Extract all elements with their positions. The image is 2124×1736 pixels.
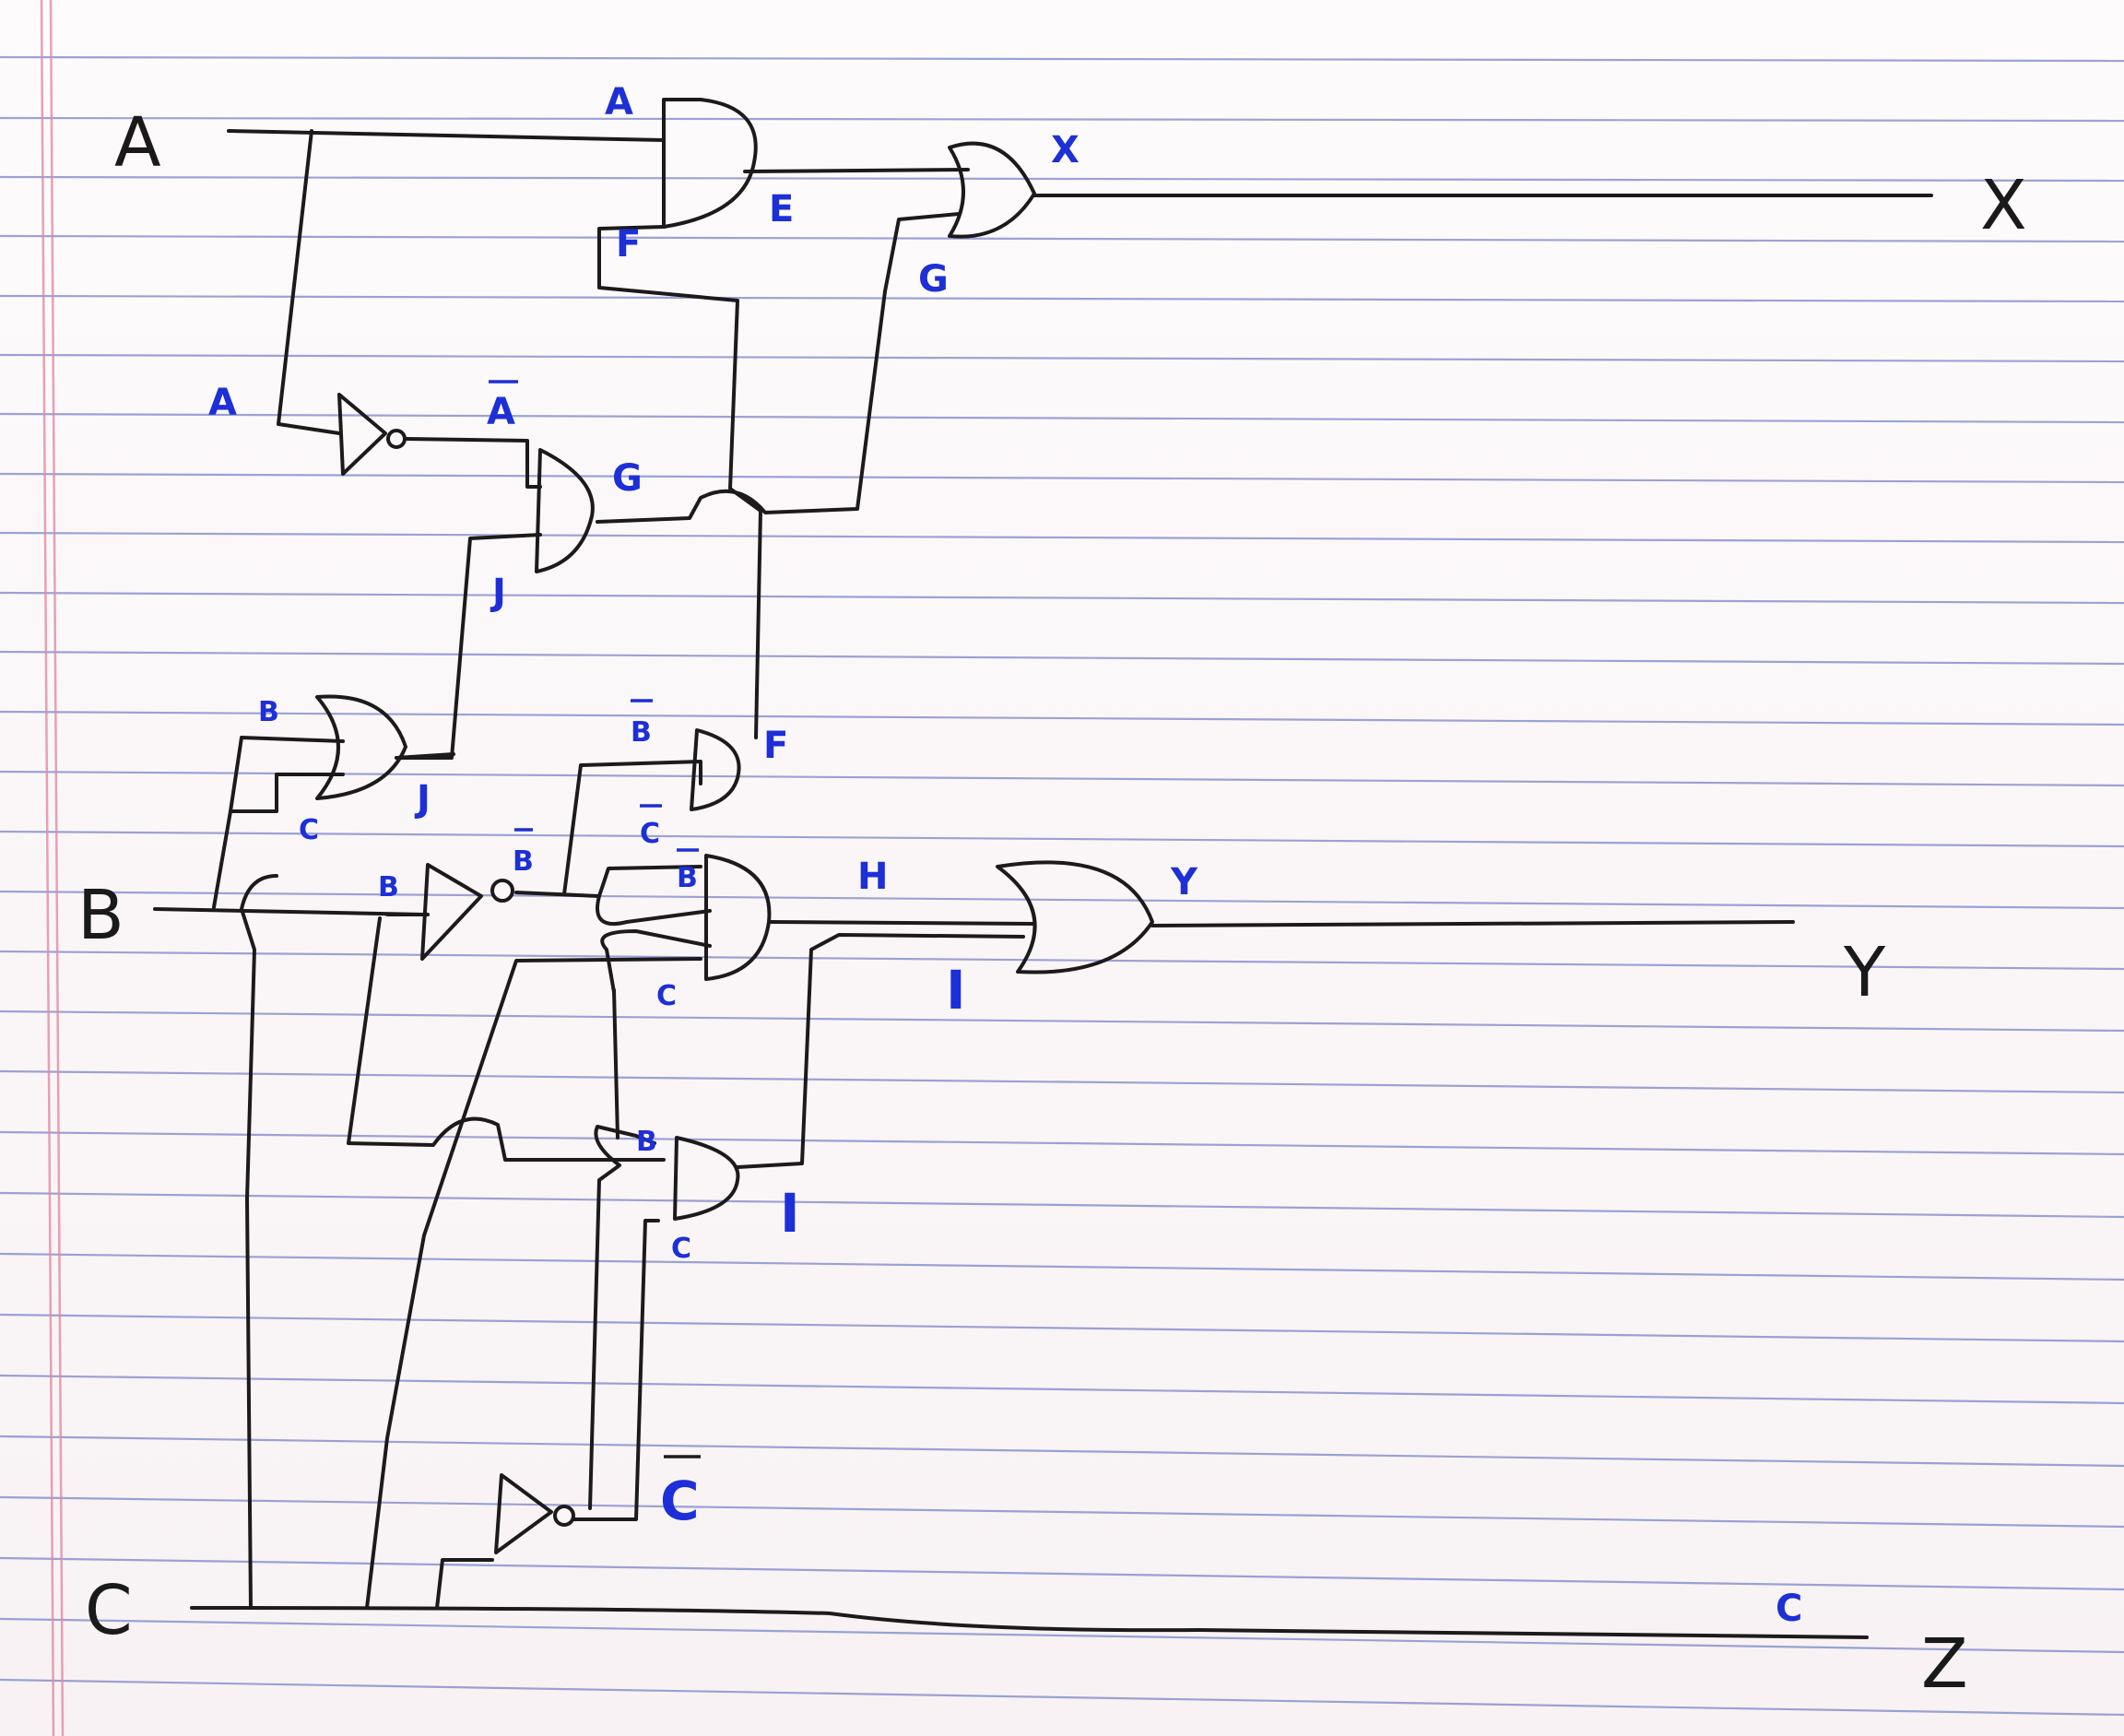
label-i-or-y: I [946,959,966,1022]
label-b-and-i: B [636,1126,657,1158]
and-gate-i [673,1136,740,1221]
label-e: E [769,188,794,230]
label-x-gate: X [1051,129,1080,171]
label-h: H [857,856,888,898]
input-c-label: C [85,1571,133,1650]
label-c-and-h: C [656,980,677,1012]
label-c-and-f: C [640,818,660,850]
or-gate-y [996,860,1154,974]
label-b-or: B [258,696,279,728]
label-a-not-in: A [208,382,237,424]
output-z-label: Z [1921,1624,1968,1704]
label-b-not-out: B [513,845,534,878]
or-gate-j [315,694,407,800]
label-b-and-f: B [631,716,652,749]
label-j-mid: J [490,572,506,614]
label-a-not-out: A [487,391,515,433]
input-a-label: A [114,103,161,183]
label-c-and-i: C [671,1233,691,1265]
label-f-top: F [616,223,641,266]
label-c-z: C [1776,1588,1802,1630]
gates [315,98,1154,1554]
not-gate-b [420,863,483,961]
wires [153,129,1933,1639]
or-gate-x [948,141,1036,239]
label-c-or: C [299,814,319,846]
and-gate-f [690,728,741,811]
label-g-top: G [918,258,949,301]
label-j-or: J [414,778,431,821]
input-b-label: B [77,876,124,955]
gate-annotations: A F E X G A A G J B C J B B B C F B C H … [208,81,1802,1630]
label-a-top: A [605,81,633,124]
label-f-and: F [763,725,788,767]
label-c-not-out: C [660,1470,700,1532]
label-g-mid: G [612,457,643,500]
and-gate-g [535,448,595,573]
io-labels: A B C X Y Z [77,103,2027,1704]
label-i-and: I [780,1182,800,1245]
label-b-and-h: B [677,862,698,894]
and-gate-top [662,98,758,229]
not-gate-c [494,1473,553,1554]
label-y-gate: Y [1170,861,1198,903]
output-y-label: Y [1843,933,1886,1012]
and-gate-h [704,854,772,981]
output-x-label: X [1980,166,2027,245]
label-b-not-in: B [378,871,399,903]
not-gate-a [337,393,387,476]
